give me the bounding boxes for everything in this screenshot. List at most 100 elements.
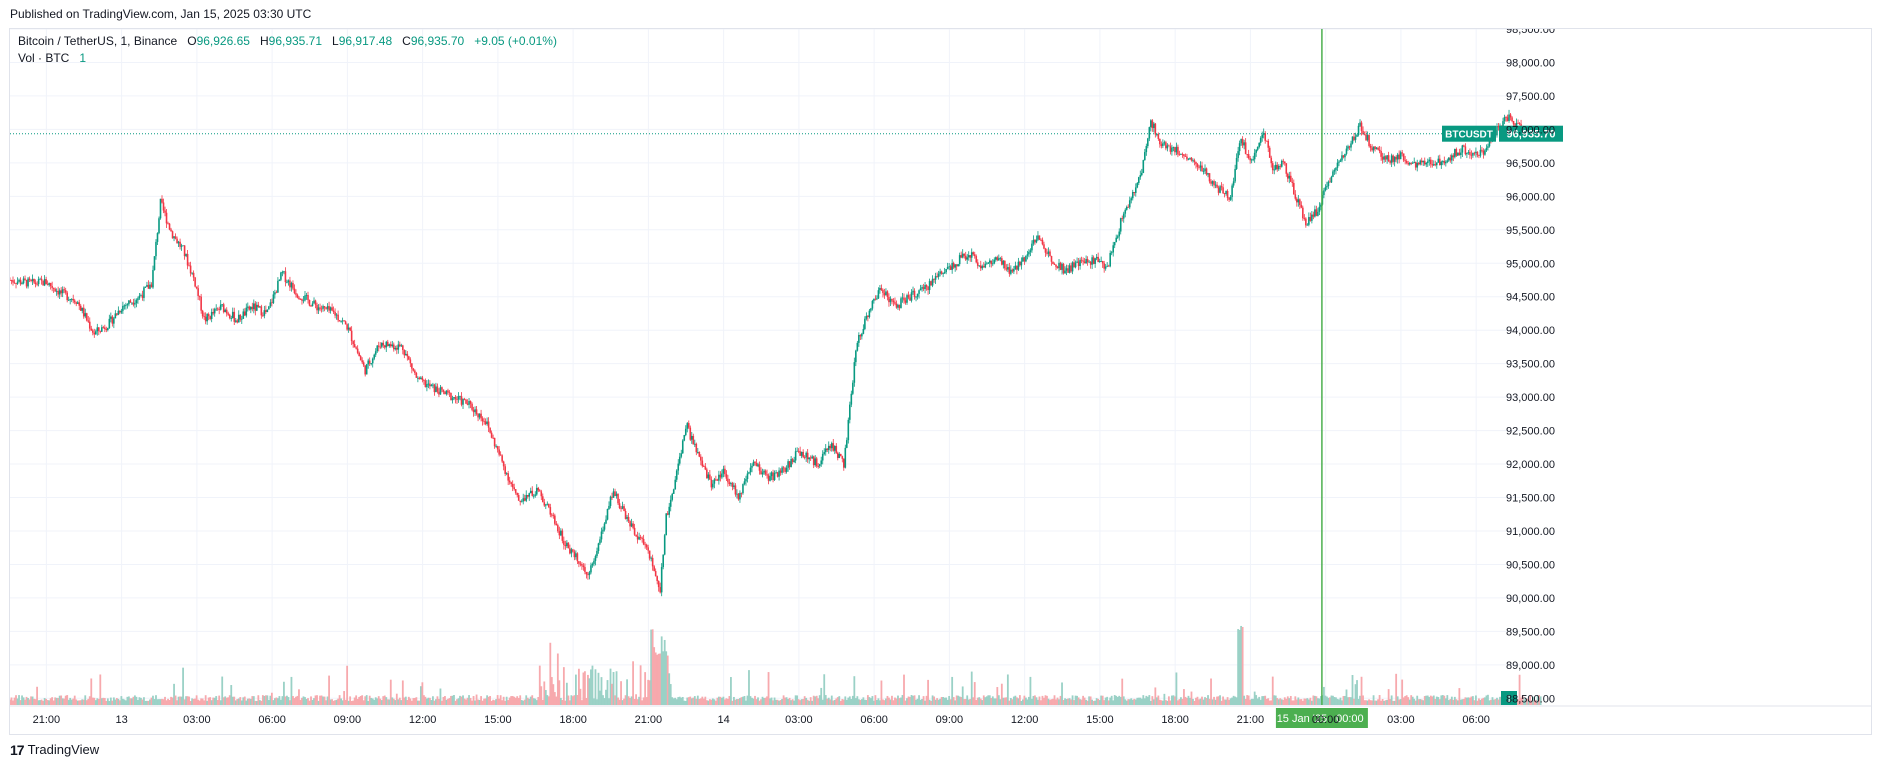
volume-bar — [567, 695, 570, 705]
volume-bar — [1003, 697, 1006, 705]
volume-bar — [909, 696, 911, 705]
candle-body — [573, 551, 576, 558]
candle-body — [63, 289, 65, 291]
volume-bar — [409, 698, 412, 705]
candle-body — [400, 345, 403, 347]
candle-body — [1150, 120, 1152, 128]
volume-bar — [112, 697, 115, 705]
volume-bar — [317, 700, 320, 705]
volume-bar — [382, 696, 385, 705]
volume-bar — [304, 697, 306, 705]
symbol-title[interactable]: Bitcoin / TetherUS, 1, Binance — [18, 34, 178, 48]
candle-body — [1268, 147, 1271, 158]
volume-bar — [1139, 697, 1142, 705]
volume-bar — [815, 695, 818, 705]
volume-bar — [192, 698, 195, 705]
candle-body — [599, 539, 601, 544]
candle-body — [731, 483, 734, 487]
time-axis[interactable]: 21:00 13 03:00 06:00 09:00 12:00 15:00 18:00 21:… — [10, 705, 1872, 726]
volume-bar — [189, 700, 192, 705]
volume-bar — [574, 674, 577, 705]
volume-bar — [1434, 698, 1437, 705]
volume-bar — [170, 696, 172, 705]
volume-bar — [419, 686, 422, 705]
candle-body — [1229, 197, 1232, 200]
volume-bar — [416, 700, 419, 705]
candle-body — [448, 392, 451, 394]
candle-body — [1279, 165, 1282, 167]
volume-bar — [704, 696, 707, 705]
volume-bar — [280, 699, 282, 705]
volume-bar — [164, 696, 166, 705]
volume-bar — [1470, 696, 1473, 705]
price-axis[interactable]: 98,500.0098,000.0097,500.0097,000.0096,5… — [1506, 29, 1555, 705]
volume-bar — [51, 697, 54, 705]
candle-body — [355, 347, 357, 349]
candle-body — [1318, 206, 1321, 212]
candle-body — [1180, 153, 1182, 155]
candle-body — [233, 311, 236, 322]
candle-body — [189, 265, 192, 274]
candle-body — [1199, 165, 1202, 168]
candle-body — [227, 313, 230, 315]
candle-body — [1360, 122, 1363, 131]
candle-body — [812, 456, 815, 466]
volume-bar — [275, 697, 278, 705]
candle-body — [88, 321, 91, 329]
candle-body — [1488, 138, 1491, 147]
volume-bar — [93, 697, 96, 705]
candle-body — [927, 286, 929, 291]
candle-body — [1148, 127, 1151, 139]
volume-bar — [1520, 697, 1522, 705]
candle-body — [554, 515, 556, 524]
volume-bar — [140, 697, 142, 705]
candle-body — [815, 458, 818, 467]
volume-bar — [761, 696, 764, 705]
candle-body — [239, 314, 242, 320]
volume-bar — [836, 697, 839, 705]
volume-bar — [1133, 698, 1136, 705]
volume-bar — [868, 697, 871, 705]
chart-legend: Bitcoin / TetherUS, 1, Binance O96,926.6… — [18, 33, 557, 67]
volume-bar — [547, 696, 550, 705]
volume-bar — [82, 699, 85, 705]
volume-bar — [69, 697, 72, 705]
volume-bar — [561, 699, 564, 705]
volume-bar — [1134, 699, 1137, 705]
volume-bar — [1414, 700, 1417, 705]
volume-bar — [820, 687, 823, 705]
volume-bar — [1115, 695, 1118, 705]
candle-body — [1142, 160, 1145, 173]
volume-bar — [866, 695, 869, 705]
volume-bar — [1086, 700, 1089, 705]
candle-body — [672, 489, 675, 494]
candle-body — [1431, 164, 1434, 166]
candle-body — [85, 313, 88, 321]
candle-body — [1222, 187, 1224, 194]
candle-body — [1246, 154, 1248, 155]
candle-body — [457, 396, 460, 400]
candle-body — [141, 295, 144, 298]
volume-bar — [25, 696, 28, 705]
volume-bar — [1154, 687, 1157, 705]
volume-bar — [885, 698, 887, 705]
volume-bar — [605, 689, 607, 705]
candle-body — [985, 263, 988, 265]
volume-bar — [105, 700, 108, 705]
volume-label[interactable]: Vol · BTC — [18, 51, 70, 65]
candle-body — [1341, 155, 1343, 161]
candle-body — [794, 451, 797, 461]
volume-bar — [1536, 695, 1539, 705]
volume-bar — [1369, 700, 1372, 705]
candle-body — [1464, 146, 1467, 155]
volume-bar — [1333, 697, 1336, 705]
x-tick-label: 12:00 — [1011, 714, 1039, 726]
volume-bar — [633, 698, 636, 705]
volume-bar — [775, 699, 777, 705]
candle-body — [358, 352, 360, 357]
volume-bar — [1267, 698, 1270, 705]
volume-bar — [702, 698, 705, 705]
candle-body — [320, 308, 323, 310]
x-tick-label: 18:00 — [559, 714, 587, 726]
